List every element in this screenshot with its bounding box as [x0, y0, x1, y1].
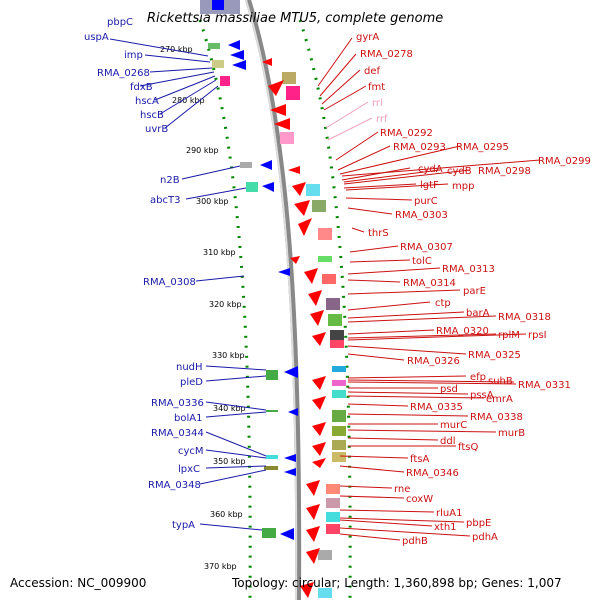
- gene-label: RMA_0303: [395, 210, 448, 221]
- left-gene-labels: uspA imp RMA_0268 fdxB hscA hscB uvrB n2…: [84, 32, 204, 531]
- gene-label: fmt: [368, 82, 385, 93]
- gene-label: pdhB: [402, 536, 428, 547]
- gene-label: murB: [498, 428, 525, 439]
- tick-label: 300 kbp: [196, 197, 229, 206]
- gene-label: RMA_0325: [468, 350, 521, 361]
- gene-label: RMA_0346: [406, 468, 459, 479]
- gene-label: RMA_0308: [143, 277, 196, 288]
- corner-tag: pbpC: [107, 17, 133, 28]
- gene-label: fdxB: [130, 82, 153, 93]
- feature-tracks: [208, 40, 346, 598]
- gene-label: murC: [440, 420, 467, 431]
- gene-label: ddl: [440, 436, 455, 447]
- gene-label: hscB: [140, 110, 164, 121]
- right-gene-labels: gyrA RMA_0278 def fmt rrl rrf RMA_0292 R…: [356, 32, 591, 547]
- gene-label: xth1: [434, 522, 457, 533]
- gene-label: RMA_0295: [456, 142, 509, 153]
- gene-label: gyrA: [356, 32, 379, 43]
- genome-stats-text: Topology: circular; Length: 1,360,898 bp…: [231, 576, 562, 590]
- gene-label: ftsA: [410, 454, 429, 465]
- gene-label: hscA: [135, 96, 159, 107]
- gene-label: RMA_0268: [97, 68, 150, 79]
- gene-label: pssA: [470, 390, 494, 401]
- gene-label: rluA1: [436, 508, 462, 519]
- tick-label: 310 kbp: [203, 248, 236, 257]
- gene-label: RMA_0278: [360, 49, 413, 60]
- gene-label: RMA_0298: [478, 166, 531, 177]
- gene-label: uspA: [84, 32, 109, 43]
- gene-label: cycM: [178, 446, 204, 457]
- gene-label: pleD: [180, 377, 203, 388]
- gene-label: thrS: [368, 228, 389, 239]
- gene-label: def: [364, 66, 381, 77]
- gene-label: cydA: [418, 164, 443, 175]
- tick-label: 280 kbp: [172, 96, 205, 105]
- tick-label: 290 kbp: [186, 146, 219, 155]
- gene-label: lgtF: [420, 180, 439, 191]
- gene-label: RMA_0338: [470, 412, 523, 423]
- gene-label: mpp: [452, 181, 474, 192]
- gene-label: RMA_0313: [442, 264, 495, 275]
- gene-label: RMA_0299: [538, 156, 591, 167]
- gene-label: pbpE: [466, 518, 491, 529]
- gene-label: uvrB: [145, 124, 168, 135]
- gene-label: RMA_0320: [436, 326, 489, 337]
- tick-label: 340 kbp: [213, 404, 246, 413]
- gene-label: RMA_0292: [380, 128, 433, 139]
- gene-label: suhB: [488, 376, 513, 387]
- tick-label: 320 kbp: [209, 300, 242, 309]
- gene-label: bolA1: [174, 413, 202, 424]
- gene-label: nudH: [176, 362, 203, 373]
- gene-label: RMA_0293: [393, 142, 446, 153]
- gene-label: rpsI: [528, 330, 547, 341]
- gene-label: RMA_0314: [403, 278, 456, 289]
- corner-tag-box: [104, 14, 140, 28]
- gene-label: RMA_0344: [151, 428, 204, 439]
- right-callouts: [317, 37, 541, 541]
- gene-label: lpxC: [178, 464, 200, 475]
- gene-label: psd: [440, 384, 458, 395]
- gene-label: RMA_0318: [498, 312, 551, 323]
- genome-backbone: [245, 0, 302, 600]
- gene-label: pdhA: [472, 532, 498, 543]
- gene-label: ftsQ: [458, 442, 478, 453]
- tick-label: 350 kbp: [213, 457, 246, 466]
- gene-label: rne: [394, 484, 410, 495]
- gene-label: typA: [172, 520, 195, 531]
- tick-labels: 270 kbp 280 kbp 290 kbp 300 kbp 310 kbp …: [160, 45, 246, 571]
- tick-label: 370 kbp: [204, 562, 237, 571]
- gene-label: emrA: [486, 394, 513, 405]
- gene-label: RMA_0326: [407, 356, 460, 367]
- gene-label: cydB: [447, 166, 472, 177]
- gene-label: RMA_0307: [400, 242, 453, 253]
- tick-ring-outer: [298, 19, 352, 600]
- map-title: Rickettsia massiliae MTU5, complete geno…: [147, 11, 443, 26]
- tick-label: 270 kbp: [160, 45, 193, 54]
- gene-label: abcT3: [150, 195, 180, 206]
- gene-label: RMA_0348: [148, 480, 201, 491]
- gene-label: tolC: [412, 256, 432, 267]
- accession-text: Accession: NC_009900: [10, 576, 146, 590]
- tick-label: 330 kbp: [212, 351, 245, 360]
- gene-label: rrl: [372, 98, 383, 109]
- gene-label: RMA_0335: [410, 402, 463, 413]
- gene-label: ctp: [435, 298, 451, 309]
- gene-label: purC: [414, 196, 438, 207]
- gene-label: rplM: [498, 330, 520, 341]
- gene-label: n2B: [160, 175, 180, 186]
- gene-label: rrf: [376, 114, 388, 125]
- gene-label: RMA_0336: [151, 398, 204, 409]
- gene-label: barA: [466, 308, 490, 319]
- left-callouts: [109, 38, 267, 531]
- gene-label: RMA_0331: [518, 380, 571, 391]
- gene-label: imp: [124, 50, 143, 61]
- tick-label: 360 kbp: [210, 510, 243, 519]
- gene-label: efp: [470, 372, 486, 383]
- gene-label: parE: [463, 286, 486, 297]
- gene-label: coxW: [406, 494, 433, 505]
